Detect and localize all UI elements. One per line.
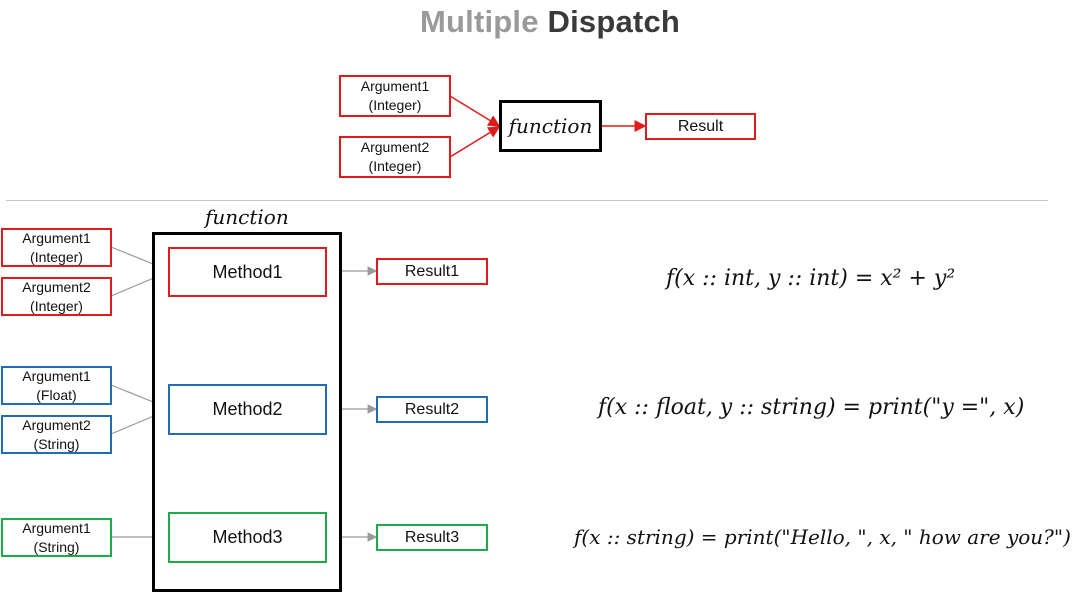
g3-argument1-name: Argument1	[22, 519, 91, 536]
g2-argument1-box: Argument1 (Float)	[1, 366, 112, 405]
top-arg2-connector	[449, 126, 501, 158]
formula-method3: f(x :: string) = print("Hello, ", x, " h…	[574, 525, 1071, 549]
method2-label: Method2	[212, 399, 283, 419]
top-function-box: function	[499, 100, 602, 152]
method2-box: Method2	[168, 384, 327, 435]
g3-argument1-box: Argument1 (String)	[1, 518, 112, 557]
result2-label: Result2	[404, 400, 460, 418]
result2-box: Result2	[376, 396, 488, 423]
method1-box: Method1	[168, 247, 327, 297]
top-argument1-name: Argument1	[360, 78, 430, 94]
g2-argument1-type: (Float)	[36, 386, 77, 403]
g2-argument1-name: Argument1	[22, 367, 91, 384]
result1-box: Result1	[376, 258, 488, 285]
top-argument2-box: Argument2 (Integer)	[339, 136, 451, 178]
method3-label: Method3	[212, 527, 283, 547]
g2-argument2-box: Argument2 (String)	[1, 415, 112, 454]
g1-argument2-name: Argument2	[22, 278, 91, 295]
top-argument1-type: (Integer)	[368, 97, 422, 113]
method3-box: Method3	[168, 512, 327, 563]
top-result-label: Result	[677, 117, 724, 135]
bottom-function-label: function	[205, 205, 289, 229]
section-divider	[6, 200, 1048, 201]
top-function-label: function	[508, 114, 593, 138]
top-result-box: Result	[645, 113, 756, 140]
g1-argument1-box: Argument1 (Integer)	[1, 228, 112, 267]
g2-argument2-type: (String)	[33, 435, 80, 452]
top-arg1-connector	[449, 95, 501, 127]
formula-method1: f(x :: int, y :: int) = x² + y²	[666, 266, 956, 291]
g1-argument2-box: Argument2 (Integer)	[1, 277, 112, 316]
g1-argument1-name: Argument1	[22, 229, 91, 246]
formula-method2: f(x :: float, y :: string) = print("y ="…	[598, 395, 1025, 420]
g1-argument1-type: (Integer)	[30, 248, 83, 265]
g1-argument2-type: (Integer)	[30, 297, 83, 314]
top-argument2-name: Argument2	[360, 139, 430, 155]
result1-label: Result1	[404, 262, 460, 280]
g2-argument2-name: Argument2	[22, 416, 91, 433]
title-dispatch: Dispatch	[547, 4, 681, 39]
top-argument2-type: (Integer)	[368, 158, 422, 174]
title-multiple: Multiple	[419, 4, 539, 39]
result3-label: Result3	[404, 528, 460, 546]
method1-label: Method1	[212, 261, 283, 282]
g3-argument1-type: (String)	[33, 538, 80, 555]
top-argument1-box: Argument1 (Integer)	[339, 75, 451, 117]
result3-box: Result3	[376, 524, 488, 551]
diagram-title: Multiple Dispatch	[0, 4, 1081, 40]
